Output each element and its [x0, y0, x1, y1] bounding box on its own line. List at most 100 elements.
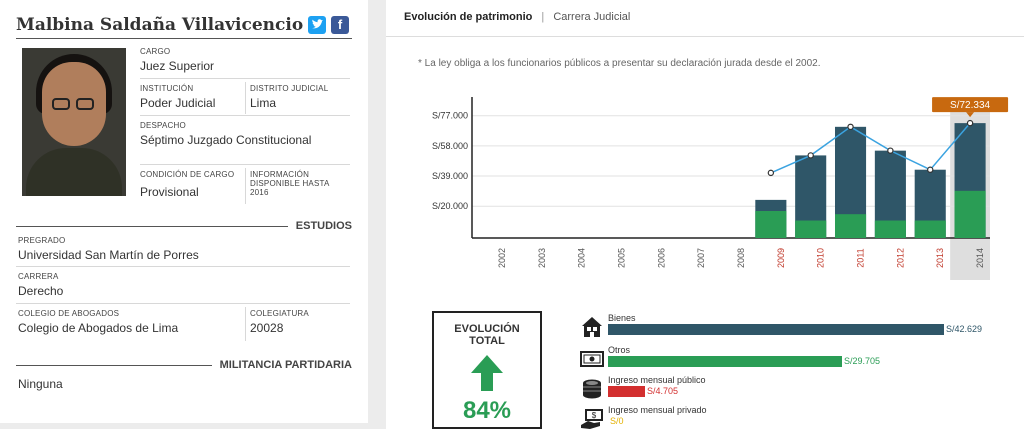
breakdown-label: Bienes	[608, 313, 636, 323]
breakdown-label: Ingreso mensual público	[608, 375, 706, 385]
evolucion-percentage: 84%	[462, 397, 512, 424]
breakdown-bar	[608, 324, 944, 335]
evolucion-total-box: EVOLUCIÓN TOTAL 84%	[432, 311, 542, 429]
condicion-field: CONDICIÓN DE CARGO Provisional	[140, 170, 234, 199]
trend-line	[770, 122, 971, 174]
breakdown-bar	[608, 356, 842, 367]
bar-otros	[954, 190, 986, 238]
twitter-icon[interactable]	[308, 16, 326, 34]
profile-card: Malbina Saldaña Villavicencio f CARGO Ju…	[0, 0, 368, 423]
tab-separator: |	[541, 11, 545, 23]
cargo-label: CARGO	[140, 47, 171, 56]
y-tick-label: S/58.000	[432, 141, 468, 151]
tab-evolucion-patrimonio[interactable]: Evolución de patrimonio	[404, 11, 533, 23]
pregrado-value: Universidad San Martín de Porres	[18, 248, 199, 262]
evolucion-title-line1: EVOLUCIÓN	[454, 323, 520, 335]
info-label: INFORMACIÓN DISPONIBLE HASTA	[250, 170, 330, 188]
value-tooltip-box	[932, 97, 1009, 113]
despacho-field: DESPACHO Séptimo Juzgado Constitucional	[140, 121, 311, 147]
profile-photo	[22, 48, 126, 196]
evolucion-title: EVOLUCIÓN TOTAL	[434, 323, 540, 347]
militancia-title: MILITANCIA PARTIDARIA	[211, 359, 352, 371]
breakdown-bar	[608, 386, 645, 397]
y-tick-label: S/39.000	[432, 171, 468, 181]
trend-point	[927, 166, 934, 173]
tabs-divider	[386, 36, 1024, 37]
disclaimer-note: * La ley obliga a los funcionarios públi…	[418, 58, 821, 69]
cash-icon	[580, 347, 604, 371]
carrera-value: Derecho	[18, 284, 64, 298]
x-tick-label: 2004	[577, 248, 587, 268]
institucion-value: Poder Judicial	[140, 96, 216, 110]
bar-otros	[795, 220, 827, 238]
distrito-field: DISTRITO JUDICIAL Lima	[250, 84, 328, 110]
bar-otros	[914, 220, 946, 238]
info-field: INFORMACIÓN DISPONIBLE HASTA 2016	[250, 170, 350, 197]
name-divider	[16, 38, 352, 39]
condicion-value: Provisional	[140, 185, 199, 199]
x-tick-label: 2003	[537, 248, 547, 268]
institucion-label: INSTITUCIÓN	[140, 84, 194, 93]
value-tooltip-label: S/72.334	[950, 100, 990, 111]
money-hand-icon: $	[580, 407, 604, 429]
tab-bar: Evolución de patrimonio | Carrera Judici…	[404, 11, 630, 23]
evolucion-title-line2: TOTAL	[469, 335, 505, 347]
cargo-field: CARGO Juez Superior	[140, 47, 214, 73]
trend-point	[966, 119, 974, 127]
x-tick-label: 2013	[935, 248, 945, 268]
condicion-label: CONDICIÓN DE CARGO	[140, 170, 235, 179]
patrimonio-chart: S/20.000 S/39.000 S/58.000 S/77.000 2002 2003…	[432, 97, 1009, 280]
x-tick-label: 2009	[776, 248, 786, 268]
breakdown-value: S/29.705	[844, 356, 881, 366]
carrera-label: CARRERA	[18, 272, 59, 281]
despacho-value: Séptimo Juzgado Constitucional	[140, 133, 312, 147]
x-tick-label: 2002	[497, 248, 507, 268]
x-tick-label: 2005	[616, 248, 626, 268]
bar-otros	[834, 214, 867, 238]
arrow-up-icon	[471, 355, 503, 391]
trend-point	[807, 152, 814, 159]
breakdown-value: S/4.705	[647, 386, 679, 396]
svg-text:$: $	[592, 411, 597, 420]
x-tick-label: 2012	[895, 248, 905, 268]
x-tick-label: 2010	[816, 248, 826, 268]
cargo-value: Juez Superior	[140, 59, 215, 73]
y-tick-label: S/20.000	[432, 201, 468, 211]
x-tick-label: 2011	[856, 248, 866, 267]
patrimonio-card: Evolución de patrimonio | Carrera Judici…	[386, 0, 1024, 429]
facebook-icon[interactable]: f	[331, 16, 349, 34]
x-tick-label: 2007	[696, 248, 706, 268]
value-tooltip-pointer	[966, 112, 975, 118]
profile-name: Malbina Saldaña Villavicencio	[16, 15, 304, 35]
coins-icon	[580, 377, 604, 401]
trend-point	[847, 123, 854, 131]
institucion-field: INSTITUCIÓN Poder Judicial	[140, 84, 215, 110]
pregrado-label: PREGRADO	[18, 236, 66, 245]
x-tick-label: 2014	[975, 248, 985, 268]
colegiatura-field: COLEGIATURA 20028	[250, 309, 309, 335]
breakdown-label: Ingreso mensual privado	[608, 405, 707, 415]
trend-point	[767, 169, 775, 177]
bar-otros	[755, 211, 787, 238]
carrera-field: CARRERA Derecho	[18, 272, 63, 298]
info-year: 2016	[250, 188, 269, 197]
distrito-value: Lima	[250, 96, 277, 110]
colegiatura-label: COLEGIATURA	[250, 309, 309, 318]
house-icon	[580, 315, 604, 339]
colegiatura-value: 20028	[250, 321, 284, 335]
militancia-value: Ninguna	[18, 377, 63, 391]
colegio-field: COLEGIO DE ABOGADOS Colegio de Abogados …	[18, 309, 178, 335]
y-tick-label: S/77.000	[432, 111, 468, 121]
breakdown-value: S/42.629	[946, 324, 983, 334]
bar-otros	[874, 220, 906, 238]
trend-point	[887, 147, 894, 154]
distrito-label: DISTRITO JUDICIAL	[250, 84, 329, 93]
estudios-title: ESTUDIOS	[287, 220, 352, 232]
pregrado-field: PREGRADO Universidad San Martín de Porre…	[18, 236, 199, 262]
tab-carrera-judicial[interactable]: Carrera Judicial	[553, 11, 631, 23]
despacho-label: DESPACHO	[140, 121, 186, 130]
x-tick-label: 2006	[656, 248, 666, 268]
breakdown-label: Otros	[608, 345, 631, 355]
breakdown-value: S/0	[610, 416, 624, 426]
colegio-label: COLEGIO DE ABOGADOS	[18, 309, 120, 318]
